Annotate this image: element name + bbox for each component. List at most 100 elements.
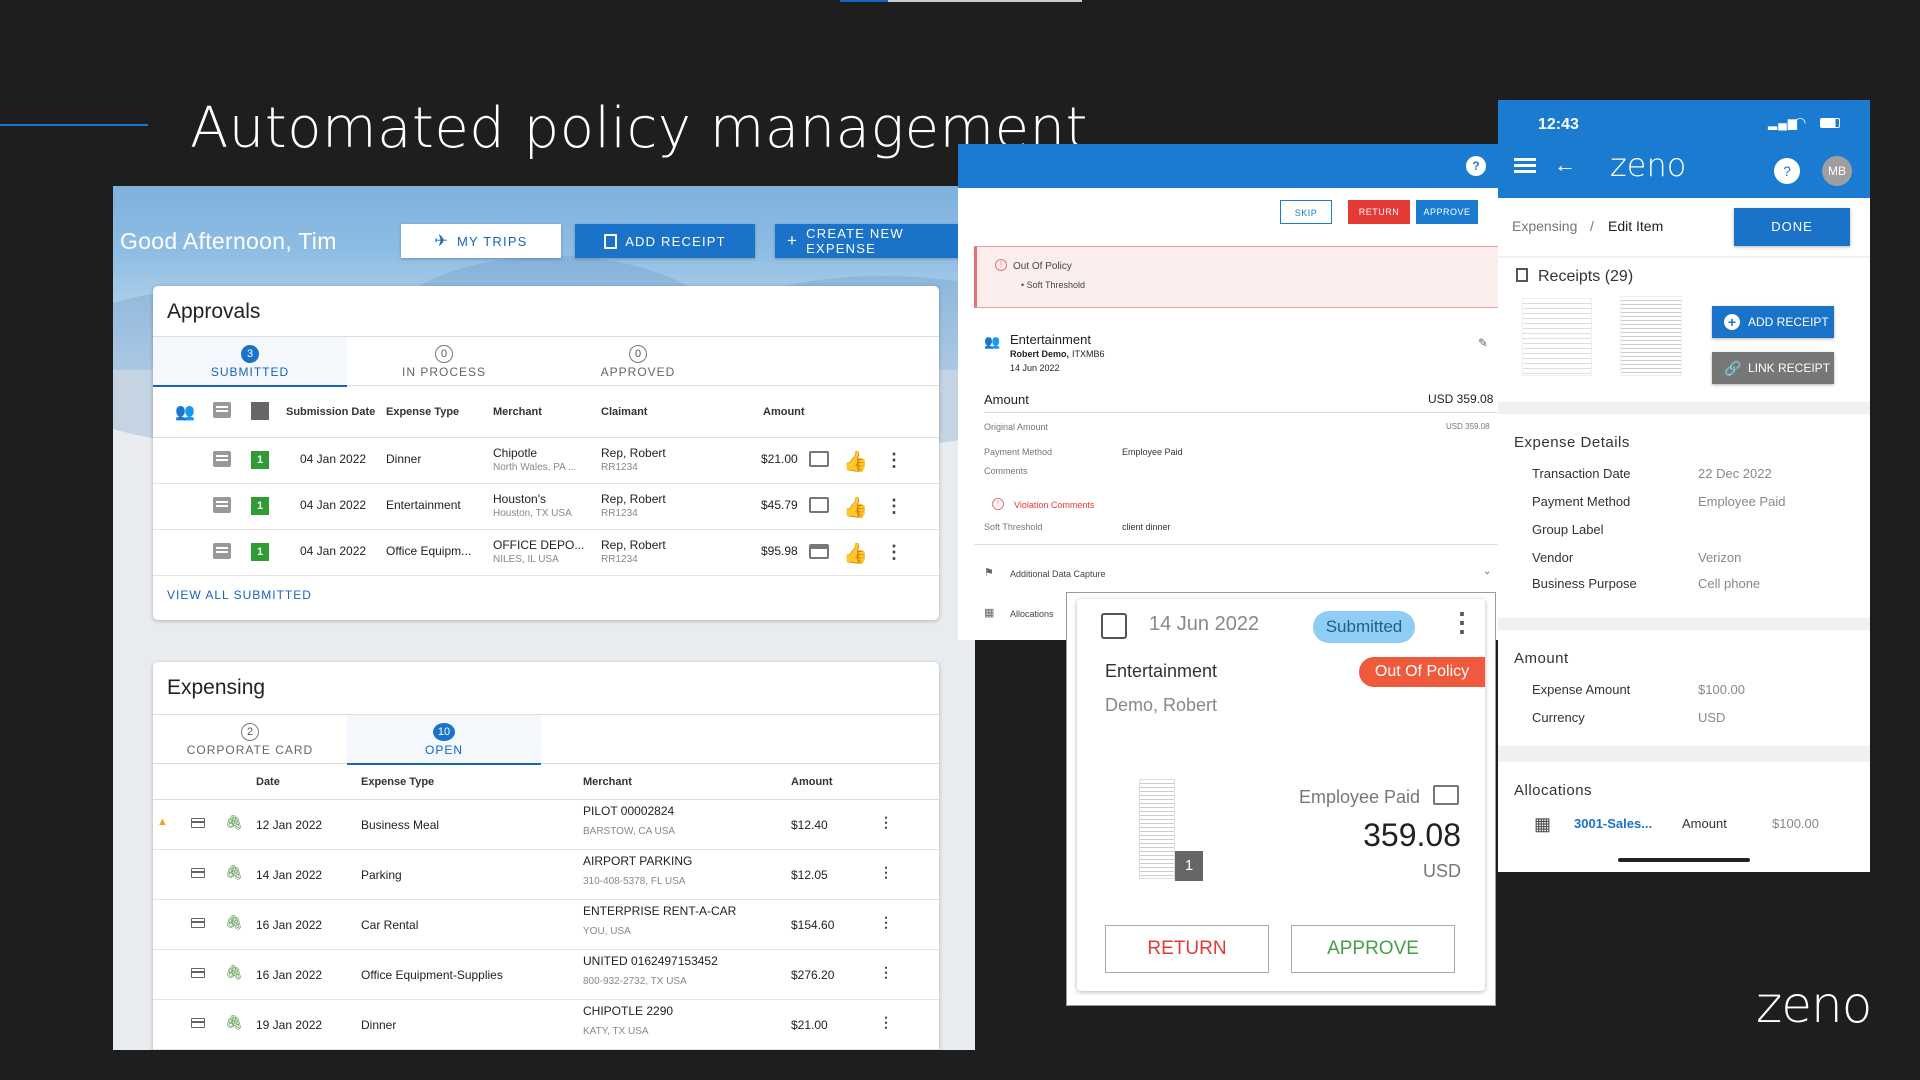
expense-amount-value[interactable]: $100.00 — [1698, 682, 1745, 697]
select-checkbox[interactable] — [1101, 613, 1127, 639]
amount-title: Amount — [1514, 650, 1569, 667]
credit-card-icon — [191, 868, 205, 878]
thumbs-up-icon[interactable]: 👍 — [843, 497, 868, 519]
comment-icon[interactable] — [213, 451, 231, 467]
card-payment-method: Employee Paid — [1299, 787, 1421, 807]
row-amount: $12.40 — [791, 818, 828, 832]
receipt-thumbnail[interactable] — [1620, 296, 1682, 376]
vendor-value[interactable]: Verizon — [1698, 550, 1742, 565]
warning-icon: ▲ — [157, 816, 168, 828]
more-options-icon[interactable]: ⋮ — [885, 450, 903, 470]
hamburger-menu-icon[interactable] — [1514, 158, 1536, 161]
header-merchant[interactable]: Merchant — [583, 776, 632, 788]
comment-icon[interactable] — [213, 497, 231, 513]
breadcrumb-expensing[interactable]: Expensing — [1512, 218, 1578, 234]
transaction-date-label: Transaction Date — [1532, 466, 1631, 481]
my-trips-button[interactable]: ✈ MY TRIPS — [401, 224, 561, 258]
chevron-down-icon[interactable]: ⌄ — [1483, 566, 1492, 577]
row-date: 14 Jan 2022 — [256, 868, 323, 882]
tab-submitted[interactable]: 3 SUBMITTED — [153, 337, 347, 387]
mobile-edit-item-screenshot: 12:43 ▂▄▆ ◠ ← zeno ? MB Expensing / Edit… — [1498, 100, 1870, 872]
more-options-icon[interactable]: ⋮ — [885, 542, 903, 562]
done-button[interactable]: DONE — [1734, 208, 1850, 246]
zeno-logo: zeno — [1756, 976, 1872, 1034]
header-merchant[interactable]: Merchant — [493, 406, 542, 418]
header-date[interactable]: Date — [256, 776, 280, 788]
credit-card-icon — [191, 918, 205, 928]
additional-data-capture-section[interactable]: Additional Data Capture — [1010, 569, 1106, 579]
add-receipt-label: ADD RECEIPT — [625, 233, 726, 249]
header-amount[interactable]: Amount — [763, 406, 805, 418]
row-expense-type: Entertainment — [386, 498, 461, 512]
more-options-icon[interactable]: ⋮ — [879, 1014, 893, 1030]
more-options-icon[interactable]: ⋮ — [879, 864, 893, 880]
approve-button[interactable]: APPROVE — [1416, 200, 1478, 224]
tab-approved[interactable]: 0 APPROVED — [541, 337, 735, 387]
edit-pencil-icon[interactable]: ✎ — [1478, 336, 1489, 350]
thumbs-up-icon[interactable]: 👍 — [843, 543, 868, 565]
table-row[interactable]: 1 04 Jan 2022 Entertainment Houston's Hou… — [153, 484, 939, 530]
back-arrow-icon[interactable]: ← — [1554, 152, 1576, 177]
tab-label: IN PROCESS — [401, 365, 486, 379]
tab-corporate-card[interactable]: 2 CORPORATE CARD — [153, 715, 347, 765]
header-submission-date[interactable]: Submission Date — [286, 406, 376, 418]
currency-value[interactable]: USD — [1698, 710, 1726, 725]
soft-threshold-label: Soft Threshold — [984, 522, 1043, 532]
table-row[interactable]: 🖇 14 Jan 2022 Parking AIRPORT PARKING 310… — [153, 850, 939, 900]
more-options-icon[interactable]: ⋮ — [885, 496, 903, 516]
view-all-submitted-link[interactable]: VIEW ALL SUBMITTED — [167, 588, 312, 602]
row-merchant: Chipotle — [493, 446, 538, 460]
row-merchant-location: North Wales, PA ... — [493, 462, 577, 473]
receipt-thumbnail[interactable] — [1522, 298, 1592, 376]
skip-button[interactable]: SKIP — [1280, 200, 1332, 224]
receipt-thumbnail[interactable] — [1139, 779, 1175, 879]
allocations-section[interactable]: Allocations — [1010, 609, 1054, 619]
expense-amount-label: Expense Amount — [1532, 682, 1631, 697]
avatar[interactable]: MB — [1822, 156, 1852, 186]
payment-method-value[interactable]: Employee Paid — [1698, 494, 1786, 509]
business-purpose-value[interactable]: Cell phone — [1698, 576, 1761, 591]
header-claimant[interactable]: Claimant — [601, 406, 648, 418]
approve-button[interactable]: APPROVE — [1291, 925, 1455, 973]
payment-method-label: Payment Method — [984, 447, 1053, 457]
more-options-icon[interactable]: ⋮ — [879, 964, 893, 980]
more-options-icon[interactable]: ⋮ — [879, 814, 893, 830]
return-button[interactable]: RETURN — [1105, 925, 1269, 973]
add-receipt-button[interactable]: + ADD RECEIPT — [1712, 306, 1834, 338]
transaction-date-value[interactable]: 22 Dec 2022 — [1698, 466, 1772, 481]
header-expense-type[interactable]: Expense Type — [386, 406, 460, 418]
business-purpose-label: Business Purpose — [1532, 576, 1637, 591]
approval-card[interactable]: 14 Jun 2022 Submitted ⋮ Entertainment Ou… — [1077, 599, 1485, 991]
tab-open[interactable]: 10 OPEN — [347, 715, 541, 765]
table-row[interactable]: ▲ 🖇 12 Jan 2022 Business Meal PILOT 0000… — [153, 800, 939, 850]
group-label-label: Group Label — [1532, 522, 1604, 537]
paperclip-icon: 🖇 — [225, 864, 243, 880]
add-receipt-button[interactable]: ADD RECEIPT — [575, 224, 755, 258]
row-amount: $21.00 — [761, 452, 798, 466]
help-icon[interactable]: ? — [1466, 156, 1486, 176]
table-row[interactable]: 🖇 16 Jan 2022 Office Equipment-Supplies … — [153, 950, 939, 1000]
header-expense-type[interactable]: Expense Type — [361, 776, 435, 788]
table-row[interactable]: 1 04 Jan 2022 Dinner Chipotle North Wales… — [153, 438, 939, 484]
more-options-icon[interactable]: ⋮ — [1449, 607, 1475, 637]
more-options-icon[interactable]: ⋮ — [879, 914, 893, 930]
tab-in-process[interactable]: 0 IN PROCESS — [347, 337, 541, 387]
table-row[interactable]: 🖇 16 Jan 2022 Car Rental ENTERPRISE RENT… — [153, 900, 939, 950]
divider — [974, 544, 1498, 545]
return-button[interactable]: RETURN — [1348, 200, 1410, 224]
allocation-code-link[interactable]: 3001-Sales... — [1574, 816, 1653, 831]
row-date: 16 Jan 2022 — [256, 968, 323, 982]
header-amount[interactable]: Amount — [791, 776, 833, 788]
table-row[interactable]: 🖇 19 Jan 2022 Dinner CHIPOTLE 2290 KATY, … — [153, 1000, 939, 1050]
create-new-expense-button[interactable]: + CREATE NEW EXPENSE — [775, 224, 975, 258]
card-date: 14 Jun 2022 — [1149, 613, 1260, 635]
paperclip-icon: 🖇 — [225, 914, 243, 930]
thumbs-up-icon[interactable]: 👍 — [843, 451, 868, 473]
link-receipt-button[interactable]: 🔗 LINK RECEIPT — [1712, 352, 1834, 384]
table-row[interactable]: 1 04 Jan 2022 Office Equipm... OFFICE DE… — [153, 530, 939, 576]
select-all-checkbox[interactable] — [251, 402, 269, 420]
comment-icon[interactable] — [213, 543, 231, 559]
help-icon[interactable]: ? — [1774, 158, 1800, 184]
row-date: 12 Jan 2022 — [256, 818, 323, 832]
violation-comments-label: Violation Comments — [1014, 500, 1095, 510]
